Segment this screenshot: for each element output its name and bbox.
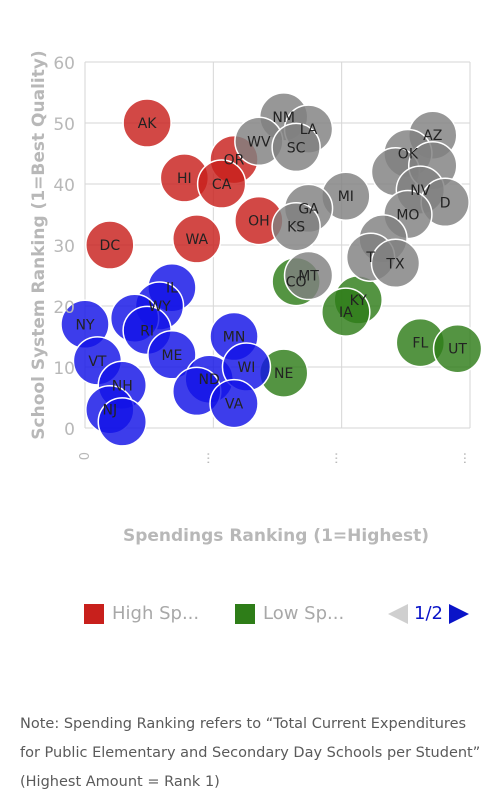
- data-point-label: WY: [148, 299, 171, 315]
- data-point-label: KY: [350, 293, 368, 309]
- y-tick-label: 50: [53, 115, 75, 135]
- x-tick-label: ...: [332, 452, 347, 464]
- data-point-label: FL: [412, 336, 428, 352]
- data-point-label: IL: [166, 281, 178, 297]
- data-point-label: WA: [185, 232, 208, 248]
- data-point[interactable]: [271, 201, 321, 252]
- y-tick-label: 30: [53, 237, 75, 257]
- y-tick-label: 20: [53, 298, 75, 318]
- x-tick-label: 0: [75, 452, 90, 460]
- data-point-label: OH: [248, 214, 270, 230]
- data-point-label: OR: [224, 153, 245, 169]
- data-point[interactable]: [209, 378, 259, 429]
- data-point-label: VT: [88, 354, 107, 370]
- y-tick-label: 10: [53, 359, 75, 379]
- x-axis-label: Spendings Ranking (1=Highest): [123, 526, 429, 546]
- data-point[interactable]: [172, 214, 222, 264]
- legend-pager: 1/2: [388, 603, 469, 624]
- data-point-label: SC: [287, 140, 306, 156]
- data-point-label: NH: [112, 378, 133, 394]
- data-point-label: DC: [100, 238, 121, 254]
- data-point-label: UT: [448, 342, 467, 358]
- data-point[interactable]: [122, 98, 172, 148]
- data-point-label: LA: [300, 122, 318, 138]
- data-point-label: AZ: [423, 128, 442, 144]
- y-tick-labels: 0 10 20 30 40 50 60: [53, 54, 75, 440]
- y-axis-label: School System Ranking (1=Best Quality): [29, 50, 49, 439]
- data-point[interactable]: [432, 323, 483, 374]
- x-tick-label: ...: [203, 452, 218, 464]
- data-point-label: CA: [212, 177, 232, 193]
- data-point-label: AK: [138, 116, 158, 132]
- data-point-label: MT: [298, 269, 319, 285]
- data-point-label: RI: [140, 323, 154, 339]
- data-point-label: KS: [287, 220, 305, 236]
- data-point-label: ME: [161, 348, 182, 364]
- data-point[interactable]: [147, 330, 197, 380]
- data-point[interactable]: [321, 287, 371, 337]
- data-point-label: NE: [274, 366, 293, 382]
- y-tick-label: 0: [64, 420, 75, 440]
- data-point-label: WV: [247, 134, 271, 150]
- data-point[interactable]: [85, 220, 135, 270]
- chart-note: Note: Spending Ranking refers to “Total …: [20, 716, 481, 790]
- data-point-label: VA: [225, 397, 244, 413]
- data-point-label: ND: [199, 372, 220, 388]
- x-tick-labels: 0.........: [75, 452, 475, 464]
- legend-item-high-spending[interactable]: High Sp...: [84, 603, 199, 624]
- data-point[interactable]: [271, 122, 321, 173]
- data-point-label: MI: [338, 189, 354, 205]
- data-point[interactable]: [370, 238, 421, 289]
- data-point-label: NY: [75, 317, 94, 333]
- legend-page-indicator: 1/2: [414, 603, 443, 624]
- legend-item-low-spending[interactable]: Low Sp...: [235, 603, 344, 624]
- legend-prev-arrow-icon[interactable]: [388, 603, 408, 624]
- data-point-label: MO: [396, 208, 419, 224]
- data-point-label: D: [440, 195, 451, 211]
- legend-swatch-low: [235, 603, 255, 624]
- data-point-label: MN: [223, 330, 246, 346]
- y-tick-label: 60: [53, 54, 75, 74]
- data-point-label: HI: [177, 171, 192, 187]
- y-tick-label: 40: [53, 176, 75, 196]
- data-point[interactable]: [283, 250, 334, 301]
- data-point-label: NM: [272, 110, 295, 126]
- legend-next-arrow-icon[interactable]: [448, 603, 469, 624]
- data-point-label: NV: [410, 183, 430, 199]
- data-point-label: T: [365, 250, 375, 266]
- legend-label-low: Low Sp...: [263, 603, 345, 624]
- data-point-label: TX: [385, 256, 405, 272]
- data-point[interactable]: [97, 397, 148, 447]
- data-point-label: WI: [237, 360, 255, 376]
- data-point-label: GA: [298, 201, 319, 217]
- data-point[interactable]: [196, 159, 247, 209]
- data-point-label: NJ: [103, 403, 118, 419]
- data-point-label: CO: [286, 275, 307, 291]
- x-tick-label: ...: [460, 452, 475, 464]
- legend-swatch-high: [84, 603, 104, 624]
- legend-label-high: High Sp...: [112, 603, 200, 624]
- data-point-label: OK: [398, 147, 419, 163]
- data-point-label: IA: [339, 305, 353, 321]
